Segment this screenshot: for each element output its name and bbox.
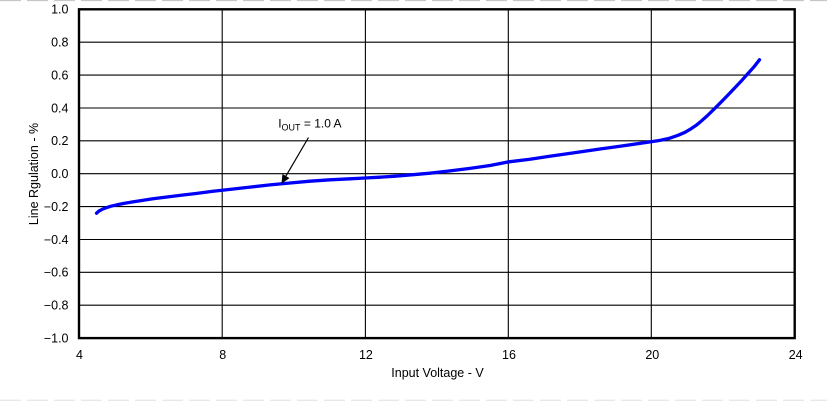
svg-text:8: 8 bbox=[219, 348, 226, 362]
svg-text:0.6: 0.6 bbox=[51, 69, 68, 83]
svg-text:0.8: 0.8 bbox=[51, 36, 68, 50]
svg-text:16: 16 bbox=[502, 348, 516, 362]
svg-text:Input Voltage - V: Input Voltage - V bbox=[391, 366, 484, 380]
svg-text:4: 4 bbox=[76, 348, 83, 362]
svg-text:−0.4: −0.4 bbox=[44, 233, 69, 247]
svg-text:12: 12 bbox=[359, 348, 373, 362]
svg-text:−0.8: −0.8 bbox=[44, 299, 69, 313]
svg-text:0.0: 0.0 bbox=[51, 167, 68, 181]
svg-text:24: 24 bbox=[789, 348, 803, 362]
svg-text:1.0: 1.0 bbox=[51, 3, 68, 17]
svg-text:−0.2: −0.2 bbox=[44, 200, 69, 214]
svg-text:−0.6: −0.6 bbox=[44, 266, 69, 280]
svg-text:Line Rgulation - %: Line Rgulation - % bbox=[27, 123, 41, 225]
svg-text:20: 20 bbox=[645, 348, 659, 362]
svg-text:−1.0: −1.0 bbox=[44, 332, 69, 346]
svg-text:0.4: 0.4 bbox=[51, 101, 68, 115]
svg-text:0.2: 0.2 bbox=[51, 134, 68, 148]
